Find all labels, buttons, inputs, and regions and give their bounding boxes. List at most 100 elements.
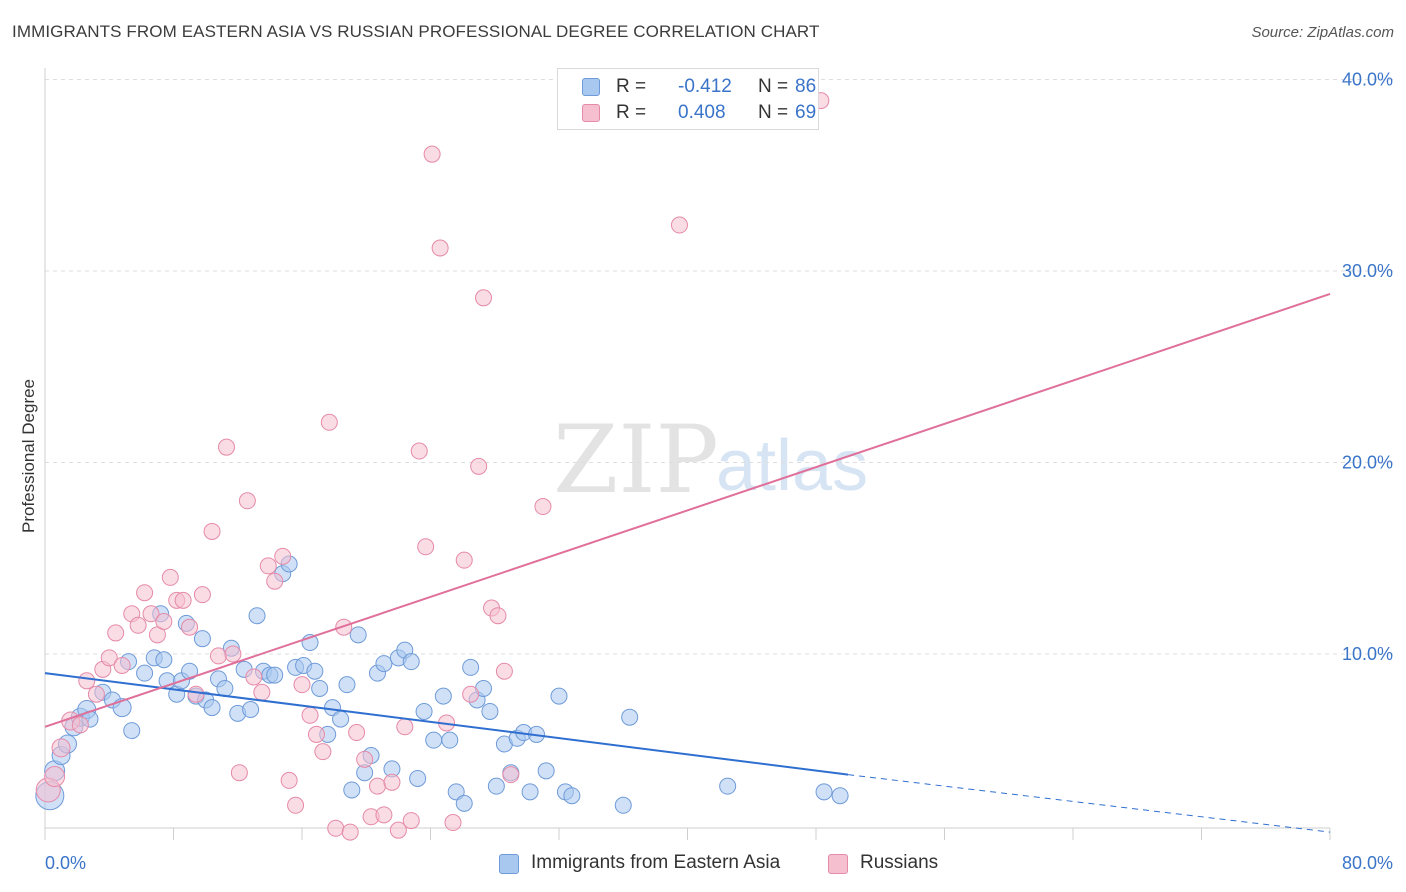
chart-source: Source: ZipAtlas.com — [1251, 24, 1394, 41]
data-point-russians — [307, 725, 325, 743]
data-point-eastern-asia — [311, 679, 329, 697]
n-value: 69 — [795, 102, 817, 123]
data-point-russians — [314, 743, 332, 761]
data-point-eastern-asia — [181, 662, 199, 680]
data-point-russians — [670, 216, 688, 234]
data-point-eastern-asia — [409, 769, 427, 787]
data-point-russians — [383, 773, 401, 791]
data-point-russians — [431, 239, 449, 257]
data-point-russians — [396, 718, 414, 736]
data-point-russians — [230, 764, 248, 782]
data-point-russians — [113, 656, 131, 674]
data-point-russians — [301, 706, 319, 724]
legend-label: Russians — [860, 852, 939, 873]
data-point-eastern-asia — [441, 731, 459, 749]
data-point-russians — [209, 647, 227, 665]
data-point-eastern-asia — [550, 687, 568, 705]
data-point-eastern-asia — [563, 787, 581, 805]
data-point-eastern-asia — [487, 777, 505, 795]
data-point-russians — [470, 457, 488, 475]
stats-swatch-blue — [582, 78, 600, 96]
stats-box: R = -0.412 N = 86 R = 0.408 N = 69 — [557, 68, 819, 130]
series-eastern-asia — [35, 555, 849, 814]
data-point-russians — [534, 498, 552, 516]
data-point-russians — [417, 538, 435, 556]
y-tick-label: 10.0% — [1342, 644, 1393, 664]
data-point-eastern-asia — [521, 783, 539, 801]
data-point-russians — [142, 605, 160, 623]
data-point-russians — [259, 557, 277, 575]
data-point-eastern-asia — [193, 630, 211, 648]
data-point-russians — [389, 821, 407, 839]
data-point-russians — [174, 591, 192, 609]
data-point-eastern-asia — [375, 655, 393, 673]
stats-swatch-pink — [582, 104, 600, 122]
data-point-russians — [495, 662, 513, 680]
data-point-russians — [489, 607, 507, 625]
data-point-eastern-asia — [343, 781, 361, 799]
gridlines — [45, 79, 1395, 655]
data-point-eastern-asia — [136, 664, 154, 682]
data-point-russians — [218, 438, 236, 456]
data-point-russians — [87, 685, 105, 703]
data-point-russians — [181, 618, 199, 636]
data-point-russians — [224, 645, 242, 663]
data-point-eastern-asia — [719, 777, 737, 795]
data-point-eastern-asia — [481, 702, 499, 720]
data-point-eastern-asia — [203, 699, 221, 717]
data-point-russians — [455, 551, 473, 569]
data-point-russians — [253, 683, 271, 701]
data-point-eastern-asia — [306, 662, 324, 680]
data-point-russians — [410, 442, 428, 460]
legend-swatch-pink — [828, 854, 848, 874]
legend-label: Immigrants from Eastern Asia — [531, 852, 781, 873]
r-label: R = — [616, 76, 647, 97]
data-point-eastern-asia — [123, 722, 141, 740]
data-point-russians — [274, 547, 292, 565]
data-point-russians — [238, 492, 256, 510]
y-tick-label: 40.0% — [1342, 70, 1393, 90]
data-point-russians — [107, 624, 125, 642]
chart-title: IMMIGRANTS FROM EASTERN ASIA VS RUSSIAN … — [12, 22, 820, 41]
data-point-eastern-asia — [216, 679, 234, 697]
data-point-russians — [203, 522, 221, 540]
data-point-eastern-asia — [831, 787, 849, 805]
n-label: N = — [758, 76, 789, 97]
trend-lines — [44, 293, 1331, 833]
data-point-eastern-asia — [242, 701, 260, 719]
data-point-russians — [348, 724, 366, 742]
data-point-russians — [78, 672, 96, 690]
data-point-russians — [444, 814, 462, 832]
data-point-russians — [293, 676, 311, 694]
data-point-russians — [193, 586, 211, 604]
data-point-russians — [266, 572, 284, 590]
data-point-russians — [287, 796, 305, 814]
x-tick-label: 80.0% — [1342, 853, 1393, 873]
data-point-russians — [462, 685, 480, 703]
data-point-eastern-asia — [462, 658, 480, 676]
data-point-russians — [129, 616, 147, 634]
data-point-eastern-asia — [621, 708, 639, 726]
data-point-russians — [356, 750, 374, 768]
data-point-russians — [161, 568, 179, 586]
data-point-russians — [136, 584, 154, 602]
x-tick-label: 0.0% — [45, 853, 86, 873]
data-point-russians — [245, 668, 263, 686]
data-point-russians — [368, 777, 386, 795]
data-point-eastern-asia — [815, 783, 833, 801]
data-point-russians — [423, 145, 441, 163]
data-point-russians — [71, 716, 89, 734]
r-value: -0.412 — [678, 76, 732, 97]
trend-line-eastern-asia-extension — [848, 774, 1331, 833]
watermark-zip: ZIP — [553, 406, 719, 515]
data-point-russians — [375, 806, 393, 824]
data-point-russians — [320, 413, 338, 431]
data-point-eastern-asia — [434, 687, 452, 705]
y-tick-label: 30.0% — [1342, 261, 1393, 281]
trend-line-eastern-asia — [44, 672, 849, 776]
data-point-russians — [44, 766, 66, 788]
n-label: N = — [758, 102, 789, 123]
data-point-eastern-asia — [155, 651, 173, 669]
data-point-russians — [51, 738, 71, 758]
